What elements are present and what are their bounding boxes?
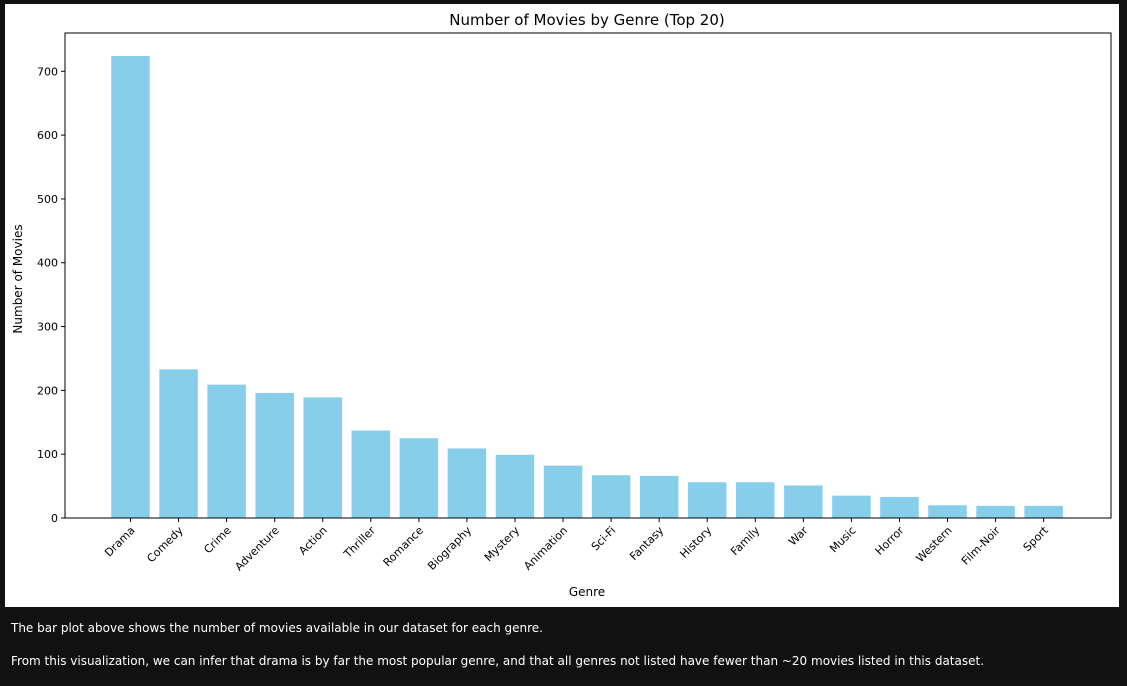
bar-history (687, 482, 727, 518)
y-tick-label: 300 (37, 321, 58, 334)
x-tick-label: Thriller (341, 524, 379, 562)
x-tick-label: Romance (381, 524, 427, 570)
bar-mystery (495, 454, 535, 518)
x-tick-label: Animation (521, 524, 570, 573)
x-tick-label: War (786, 524, 811, 549)
x-tick-label: Sci-Fi (589, 524, 618, 553)
bar-chart: Number of Movies by Genre (Top 20) Numbe… (11, 11, 1112, 599)
x-tick-label: Mystery (482, 524, 523, 565)
x-tick-label: Adventure (232, 524, 282, 574)
bar-war (784, 485, 823, 518)
x-tick-label: Fantasy (627, 524, 666, 563)
bar-thriller (351, 430, 391, 518)
bars-group (111, 55, 1063, 519)
y-tick-label: 100 (37, 448, 58, 461)
x-axis-label: Genre (569, 585, 605, 599)
x-tick-label: Action (296, 524, 330, 558)
bar-sport (1024, 505, 1063, 519)
bar-horror (880, 496, 919, 518)
y-tick-label: 500 (37, 193, 58, 206)
x-tick-label: Biography (425, 524, 474, 573)
notes-section: The bar plot above shows the number of m… (11, 620, 1111, 686)
x-tick-label: Horror (873, 524, 907, 558)
y-tick-label: 700 (37, 65, 58, 78)
y-tick-label: 200 (37, 384, 58, 397)
bar-comedy (159, 369, 198, 518)
notes-paragraph-2: From this visualization, we can infer th… (11, 654, 985, 668)
bar-adventure (255, 392, 294, 518)
y-tick-label: 400 (37, 257, 58, 270)
bar-fantasy (639, 475, 679, 518)
chart-title: Number of Movies by Genre (Top 20) (449, 11, 724, 29)
bar-music (832, 495, 871, 518)
notes-paragraph-1: The bar plot above shows the number of m… (11, 621, 543, 635)
axes-frame (64, 32, 1112, 519)
x-tick-label: Sport (1021, 523, 1052, 554)
x-tick-label: Family (728, 524, 763, 559)
bar-film-noir (976, 505, 1015, 519)
x-tick-label: Film-Noir (959, 524, 1003, 568)
x-tick-label: Comedy (144, 524, 186, 566)
bar-biography (447, 448, 487, 518)
x-tick-label: Western (914, 524, 955, 565)
bar-sci-fi (591, 475, 631, 518)
bar-action (303, 397, 342, 518)
bar-drama (111, 55, 150, 518)
y-axis-label: Number of Movies (11, 224, 25, 333)
x-tick-label: Drama (102, 524, 137, 559)
bar-crime (207, 384, 246, 519)
bar-western (928, 505, 967, 518)
chart-figure: Number of Movies by Genre (Top 20) Numbe… (5, 4, 1119, 607)
x-tick-label: History (677, 524, 714, 561)
bar-family (736, 482, 775, 518)
y-tick-label: 0 (51, 512, 58, 525)
x-tick-label: Music (827, 524, 858, 555)
x-tick-label: Crime (201, 524, 234, 557)
y-ticks-group: 0 100 200 300 400 500 600 700 (37, 65, 65, 525)
bar-animation (543, 465, 583, 518)
y-tick-label: 600 (37, 129, 58, 142)
bar-romance (399, 438, 439, 518)
